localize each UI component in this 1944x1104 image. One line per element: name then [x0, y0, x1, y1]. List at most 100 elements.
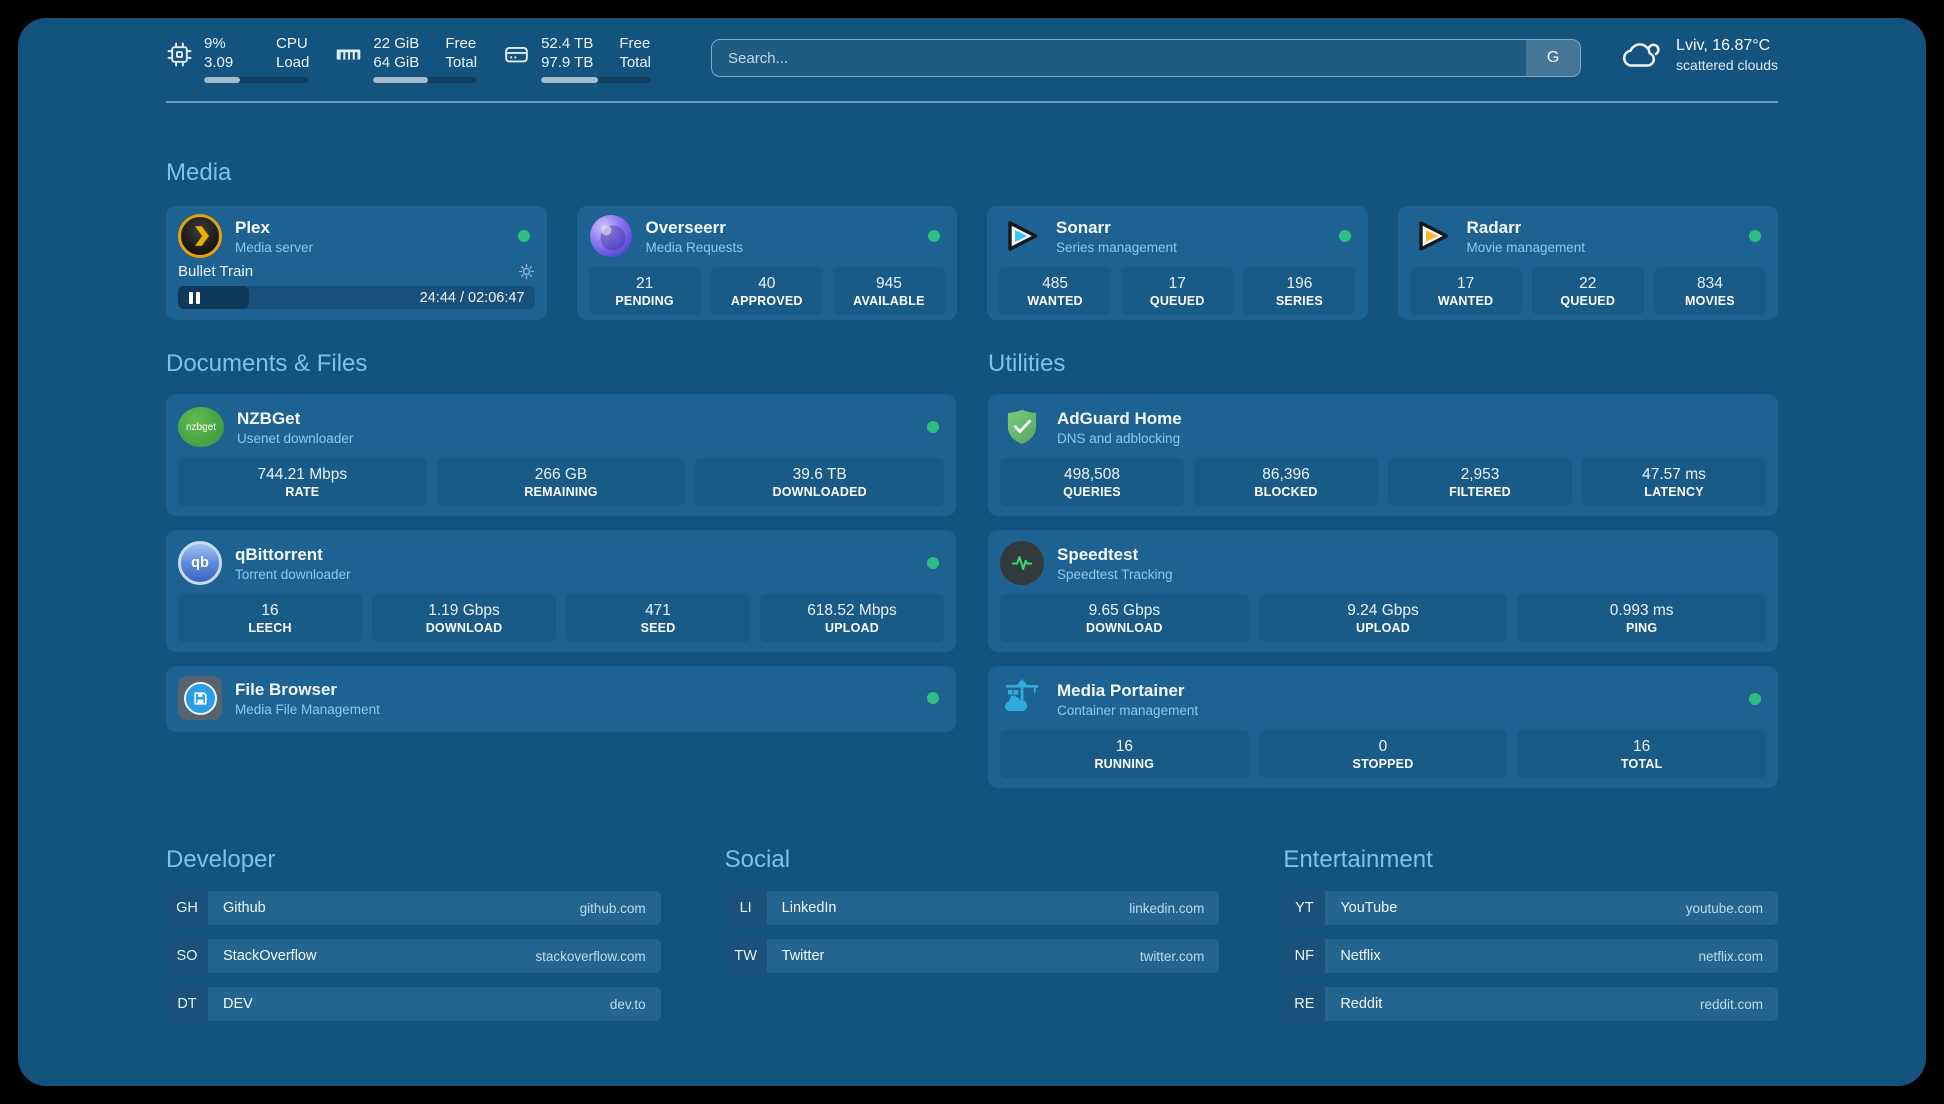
plex-progress-bar[interactable]: 24:44 / 02:06:47 [178, 286, 535, 309]
app-subtitle: Media Requests [645, 239, 744, 255]
stat-pending: 21 PENDING [588, 267, 701, 315]
utilities-section: Utilities AdGuard Home DNS and adblockin… [988, 350, 1778, 788]
stat-seed: 471 SEED [566, 594, 750, 642]
bookmark-abbr: GH [166, 891, 208, 925]
stat-rate: 744.21 Mbps RATE [178, 458, 427, 506]
disk-free-label: Free [619, 35, 651, 52]
app-subtitle: Container management [1057, 702, 1199, 718]
stat-remaining: 266 GB REMAINING [436, 458, 686, 506]
app-name: AdGuard Home [1057, 408, 1182, 428]
disk-icon [505, 47, 528, 63]
cpu-stat-widget: 9% 3.09 CPU Load [166, 34, 310, 83]
search-engine-button[interactable]: G [1526, 40, 1581, 76]
stat-ping: 0.993 ms PING [1517, 594, 1766, 642]
status-dot [927, 557, 939, 569]
app-name: NZBGet [237, 408, 301, 428]
plex-card[interactable]: Plex Media server Bullet Train 24:44 / 0… [166, 206, 547, 320]
settings-gear-icon[interactable] [518, 263, 535, 280]
radarr-card[interactable]: Radarr Movie management 17 WANTED 22 QUEUE… [1397, 206, 1778, 320]
portainer-icon [1000, 677, 1044, 721]
app-name: Speedtest [1057, 544, 1139, 564]
status-dot [1338, 230, 1351, 242]
qbittorrent-card[interactable]: qb qBittorrent Torrent downloader 16 LEEC… [166, 530, 956, 652]
social-section: Social LI LinkedIn linkedin.com TW Twitte… [724, 846, 1220, 1021]
stat-leech: 16 LEECH [178, 594, 362, 642]
bookmark-youtube[interactable]: YT YouTube youtube.com [1283, 891, 1778, 925]
bookmark-abbr: YT [1283, 891, 1326, 925]
floppy-disk-icon [183, 681, 217, 715]
topbar-separator [166, 101, 1778, 103]
app-subtitle: Usenet downloader [237, 430, 354, 446]
app-name: Media Portainer [1057, 680, 1185, 700]
bookmark-abbr: LI [724, 891, 767, 925]
bookmark-reddit[interactable]: RE Reddit reddit.com [1283, 987, 1778, 1021]
app-name: Plex [235, 217, 270, 237]
app-name: Radarr [1466, 217, 1522, 237]
stat-queued: 17 QUEUED [1121, 267, 1234, 315]
overseerr-card[interactable]: Overseerr Media Requests 21 PENDING 40 APP… [576, 206, 957, 320]
speedtest-icon [1000, 541, 1044, 585]
sonarr-icon [999, 214, 1043, 258]
documents-section-title: Documents & Files [166, 350, 368, 377]
stat-download: 1.19 Gbps DOWNLOAD [372, 594, 556, 642]
adguard-card[interactable]: AdGuard Home DNS and adblocking 498,508 Q… [988, 394, 1778, 516]
disk-progress-fill [541, 77, 599, 83]
now-playing-title: Bullet Train [178, 262, 254, 280]
media-section-title: Media [166, 159, 232, 186]
memory-free-value: 22 GiB [373, 35, 420, 52]
app-name: File Browser [235, 679, 338, 699]
bookmark-netflix[interactable]: NF Netflix netflix.com [1283, 939, 1778, 973]
status-dot [1749, 693, 1761, 705]
cpu-progress-fill [204, 77, 240, 83]
stat-queries: 498,508 QUERIES [1000, 458, 1184, 506]
stat-upload: 618.52 Mbps UPLOAD [760, 594, 944, 642]
bookmark-github[interactable]: GH Github github.com [166, 891, 661, 925]
disk-total-value: 97.9 TB [541, 54, 594, 71]
playback-time: 24:44 / 02:06:47 [419, 289, 525, 306]
status-dot [517, 230, 530, 242]
bookmark-linkedin[interactable]: LI LinkedIn linkedin.com [724, 891, 1220, 925]
disk-progress-track [541, 77, 652, 83]
status-dot [928, 230, 940, 242]
app-name: Overseerr [645, 217, 726, 237]
nzbget-card[interactable]: nzbget NZBGet Usenet downloader 744.21 M… [166, 394, 956, 516]
bookmark-abbr: DT [166, 987, 208, 1021]
memory-stat-widget: 22 GiB 64 GiB Free Total [335, 34, 478, 83]
bookmark-abbr: TW [724, 939, 767, 973]
weather-location-temp: Lviv, 16.87°C [1676, 37, 1771, 54]
bookmark-stackoverflow[interactable]: SO StackOverflow stackoverflow.com [166, 939, 661, 973]
weather-widget: Lviv, 16.87°C scattered clouds [1621, 37, 1778, 73]
sonarr-card[interactable]: Sonarr Series management 485 WANTED 17 QUE… [987, 206, 1368, 320]
filebrowser-card[interactable]: File Browser Media File Management [166, 666, 956, 732]
entertainment-section-title: Entertainment [1283, 846, 1433, 873]
bookmark-abbr: RE [1283, 987, 1326, 1021]
search-input[interactable] [712, 40, 1527, 76]
memory-total-label: Total [445, 54, 478, 71]
portainer-card[interactable]: Media Portainer Container management 16 R… [988, 666, 1778, 788]
app-subtitle: Movie management [1466, 239, 1586, 255]
bookmarks-grid: Developer GH Github github.com SO StackOv… [166, 846, 1778, 1051]
disk-total-label: Total [619, 54, 652, 71]
memory-progress-fill [373, 77, 429, 83]
bookmark-dev[interactable]: DT DEV dev.to [166, 987, 661, 1021]
developer-section-title: Developer [166, 846, 276, 873]
pause-icon[interactable] [189, 291, 200, 304]
disk-free-value: 52.4 TB [541, 35, 594, 52]
stat-latency: 47.57 ms LATENCY [1582, 458, 1766, 506]
stat-movies: 834 MOVIES [1653, 267, 1766, 315]
stat-blocked: 86,396 BLOCKED [1194, 458, 1378, 506]
speedtest-card[interactable]: Speedtest Speedtest Tracking 9.65 Gbps DO… [988, 530, 1778, 652]
adguard-icon [1000, 405, 1044, 449]
bookmark-twitter[interactable]: TW Twitter twitter.com [724, 939, 1220, 973]
stat-filtered: 2,953 FILTERED [1388, 458, 1572, 506]
memory-total-value: 64 GiB [373, 54, 420, 71]
status-dot [1749, 230, 1761, 242]
cloud-icon [1623, 43, 1660, 67]
memory-icon [337, 49, 361, 60]
media-grid: Plex Media server Bullet Train 24:44 / 0… [166, 206, 1778, 320]
app-subtitle: Torrent downloader [235, 566, 351, 582]
stat-available: 945 AVAILABLE [832, 267, 945, 315]
cpu-progress-track [204, 77, 310, 83]
search-bar[interactable]: G [711, 39, 1582, 77]
stat-wanted: 485 WANTED [999, 267, 1112, 315]
